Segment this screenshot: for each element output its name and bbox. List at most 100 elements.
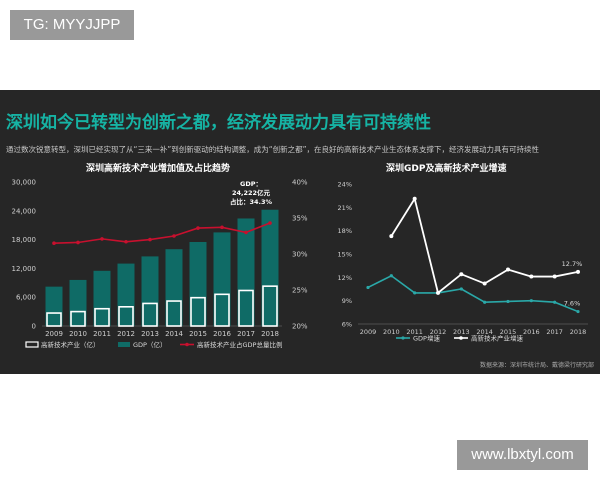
right-tick-label: 25%: [292, 287, 308, 295]
hightech-bar: [46, 312, 62, 327]
left-tick-label: 24,000: [12, 207, 37, 215]
left-tick-label: 12,000: [12, 265, 37, 273]
x-tick-label: 2010: [383, 328, 400, 336]
hightech-growth-point: [459, 272, 464, 277]
share-line: [53, 222, 271, 244]
chart2-title: 深圳GDP及高新技术产业增速: [386, 164, 507, 174]
y-tick-label: 15%: [338, 251, 352, 259]
x-tick-label: 2014: [165, 330, 183, 338]
watermark-top: TG: MYYJJPP: [10, 10, 134, 40]
gdp-growth-point: [413, 291, 417, 295]
annotation-line: 占比：34.3%: [230, 197, 273, 206]
x-tick-label: 2015: [500, 328, 517, 336]
legend-swatch-share-dot: [185, 342, 189, 347]
gdp-bar: [213, 232, 231, 326]
y-tick-label: 21%: [338, 204, 352, 212]
left-tick-label: 0: [32, 323, 36, 331]
gdp-bar: [237, 218, 255, 326]
chart1-title: 深圳高新技术产业增加值及占比趋势: [86, 164, 231, 174]
gdp-growth-point: [459, 287, 463, 291]
x-tick-label: 2013: [141, 330, 159, 338]
hightech-bar: [238, 289, 254, 327]
left-tick-label: 18,000: [12, 236, 37, 244]
hightech-growth-point: [389, 234, 394, 239]
legend-swatch-hightech-growth-dot: [459, 336, 463, 340]
left-tick-label: 30,000: [12, 179, 37, 187]
right-tick-label: 30%: [292, 251, 308, 259]
hightech-bar: [262, 285, 278, 327]
legend-label: 高新技术产业增速: [471, 334, 524, 343]
hightech-growth-point: [529, 274, 534, 279]
y-tick-label: 6%: [342, 321, 352, 329]
source-note: 数据来源：深圳市统计局、戴德梁行研究部: [479, 362, 594, 369]
chart1-svg: 0 6,000 12,000 18,000 24,000 30,000 20% 25% 30% 3…: [12, 179, 308, 350]
description-text: 通过数次锐意转型，深圳已经实现了从“三来一补”到创新驱动的结构调整，成为“创新之…: [6, 145, 540, 154]
gdp-growth-point: [366, 285, 370, 290]
legend-swatch-hightech: [25, 341, 39, 348]
gdp-bar: [141, 256, 159, 326]
gdp-bar: [261, 209, 279, 326]
legend-label: GDP增速: [413, 334, 440, 343]
share-point: [172, 234, 176, 238]
hightech-bar: [166, 300, 182, 327]
annotation-line: 24,222亿元: [232, 188, 271, 197]
right-tick-label: 40%: [292, 179, 308, 187]
share-point: [52, 241, 56, 245]
share-point: [100, 237, 104, 241]
gdp-growth-line: [367, 274, 579, 313]
hightech-growth-point: [552, 274, 557, 279]
share-point: [196, 226, 200, 230]
gdp-bar: [117, 263, 135, 326]
gdp-growth-point: [483, 300, 487, 304]
x-tick-label: 2016: [523, 328, 540, 336]
headline: 深圳如今已转型为创新之都，经济发展动力具有可持续性: [6, 113, 431, 133]
share-point: [124, 239, 128, 244]
y-tick-label: 12%: [338, 274, 352, 282]
x-tick-label: 2012: [430, 328, 447, 336]
gdp-growth-point: [506, 299, 510, 304]
hightech-growth-point: [506, 267, 510, 272]
x-tick-label: 2009: [360, 328, 377, 336]
infographic-panel: 深圳如今已转型为创新之都，经济发展动力具有可持续性 通过数次锐意转型，深圳已经实…: [0, 90, 600, 374]
x-tick-label: 2009: [45, 330, 63, 338]
share-point: [220, 225, 224, 230]
share-point: [148, 237, 152, 242]
gdp-bar: [165, 249, 183, 326]
x-tick-label: 2015: [189, 330, 207, 338]
legend-label: 高新技术产业（亿）: [41, 340, 100, 349]
gdp-growth-point: [576, 309, 580, 314]
share-point: [268, 221, 272, 225]
left-tick-label: 6,000: [16, 294, 36, 302]
legend-swatch-gdp: [118, 342, 130, 347]
legend-label: 高新技术产业占GDP总量比例: [197, 340, 282, 349]
y-tick-label: 24%: [338, 181, 352, 189]
hightech-bar: [94, 307, 110, 327]
data-label: 12.7%: [562, 260, 583, 268]
gdp-growth-point: [389, 274, 393, 278]
hightech-bar: [190, 296, 206, 327]
x-tick-label: 2018: [570, 328, 587, 336]
hightech-growth-point: [412, 196, 417, 201]
hightech-growth-line: [390, 196, 579, 295]
hightech-bar: [214, 293, 230, 327]
annotation-line: GDP：: [240, 180, 262, 188]
hightech-bar: [70, 310, 86, 327]
hightech-growth-point: [576, 269, 580, 274]
x-tick-label: 2011: [93, 330, 111, 338]
hightech-growth-point: [436, 290, 440, 295]
gdp-growth-point: [529, 299, 533, 303]
hightech-growth-point: [482, 281, 487, 286]
x-tick-label: 2017: [237, 330, 255, 338]
x-tick-label: 2010: [69, 330, 87, 338]
x-tick-label: 2011: [406, 328, 423, 336]
right-tick-label: 20%: [292, 323, 308, 331]
hightech-bar: [142, 302, 158, 327]
gdp-growth-point: [553, 300, 557, 304]
share-point: [244, 230, 248, 235]
share-point: [76, 240, 80, 245]
watermark-bottom: www.lbxtyl.com: [457, 440, 588, 470]
x-tick-label: 2013: [453, 328, 470, 336]
x-tick-label: 2014: [476, 328, 493, 336]
x-tick-label: 2012: [117, 330, 135, 338]
x-tick-label: 2017: [546, 328, 563, 336]
